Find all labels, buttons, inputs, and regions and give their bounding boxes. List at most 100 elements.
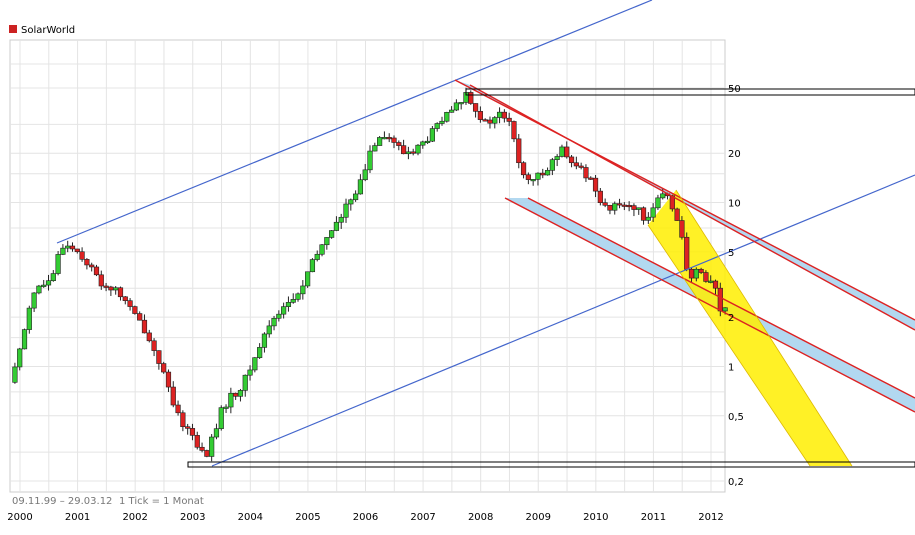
candle-body [122,296,128,302]
candle-body [247,369,253,376]
candle-body [65,245,71,249]
candle-body [607,205,613,211]
footer-tick-info: 1 Tick = 1 Monat [119,496,204,507]
candle-body [141,319,148,334]
candle-body [645,216,651,221]
candle-body [453,102,459,111]
candle-body [655,197,661,209]
candle-body [487,119,493,124]
grid-layer [9,39,726,493]
candle-body [55,254,61,274]
candle-body [372,145,378,152]
candle-body [386,137,392,140]
candle-body [674,208,680,221]
candle-body [525,174,531,180]
candle-body [698,268,704,273]
candle-body [146,332,152,342]
candle-body [482,119,488,122]
candle-body [314,253,320,260]
candle-body [41,284,47,287]
footer-range: 09.11.99 – 29.03.12 [12,496,112,507]
candle-body [281,306,287,315]
x-tick-label: 2008 [468,512,493,523]
candle-body [616,203,623,206]
candle-body [113,287,119,291]
candle-body [516,138,522,164]
candle-body [261,333,268,348]
candle-body [151,340,157,351]
x-tick-label: 2005 [295,512,320,523]
x-tick-label: 2012 [698,512,723,523]
candle-body [12,366,18,383]
candle-body [424,140,431,144]
candle-body [506,117,512,122]
candle-body [45,280,52,286]
candle-body [209,436,215,457]
candle-body [276,313,282,319]
candle-body [165,371,172,388]
candle-body [353,193,359,201]
yellow-channel-edge-b [675,189,853,467]
candle-body [492,117,498,124]
blue-upper-trendline [56,0,653,244]
candle-body [573,162,579,167]
x-tick-label: 2002 [122,512,147,523]
candle-body [708,280,714,283]
candle-body [688,268,695,279]
candle-body [257,347,263,358]
x-tick-label: 2007 [410,512,435,523]
candle-body [602,202,608,206]
y-tick-label: 1 [728,362,734,373]
candle-body [520,162,527,176]
candle-body [117,287,124,298]
candle-body [597,190,603,203]
candle-body [592,177,599,192]
plot-frame [9,39,726,493]
candle-body [612,203,618,211]
candle-body [650,207,656,218]
candle-body [621,204,627,207]
candle-body [410,151,416,154]
candle-body [89,264,95,268]
candle-body [568,156,575,164]
candle-body [31,292,37,309]
trendline-layer [56,0,915,468]
x-tick-label: 2011 [641,512,666,523]
candle-body [290,299,296,303]
candle-body [74,248,80,253]
candle-body [439,120,445,124]
red-upper-channel-line-a [454,79,915,321]
candle-body [228,392,234,408]
candle-body [391,137,397,143]
candle-body [631,205,637,210]
candle-body [137,313,143,321]
candle-body [300,285,306,295]
y-tick-label: 50 [728,84,741,95]
candle-body [564,146,570,158]
legend-label: SolarWorld [21,25,75,36]
candle-body [329,230,335,238]
red-lower-channel-line-a [527,197,915,399]
candle-body [271,317,277,327]
candle-body [180,412,186,427]
yellow-channel-edge-a [647,224,811,467]
candle-body [79,251,85,260]
candle-body [420,141,426,146]
candle-body [319,244,325,255]
candle-body [549,159,555,171]
x-tick-label: 2004 [238,512,263,523]
candle-body [237,390,244,397]
red-upper-channel-line-b [469,84,915,331]
y-tick-label: 2 [728,313,734,324]
candle-body [544,170,551,176]
candle-body [333,221,340,231]
candle-body [722,307,728,312]
candle-body [60,247,66,255]
candle-body [194,435,200,448]
candle-body [199,446,205,451]
candle-body [477,111,483,120]
candle-body [21,329,28,350]
candle-body [98,274,104,287]
